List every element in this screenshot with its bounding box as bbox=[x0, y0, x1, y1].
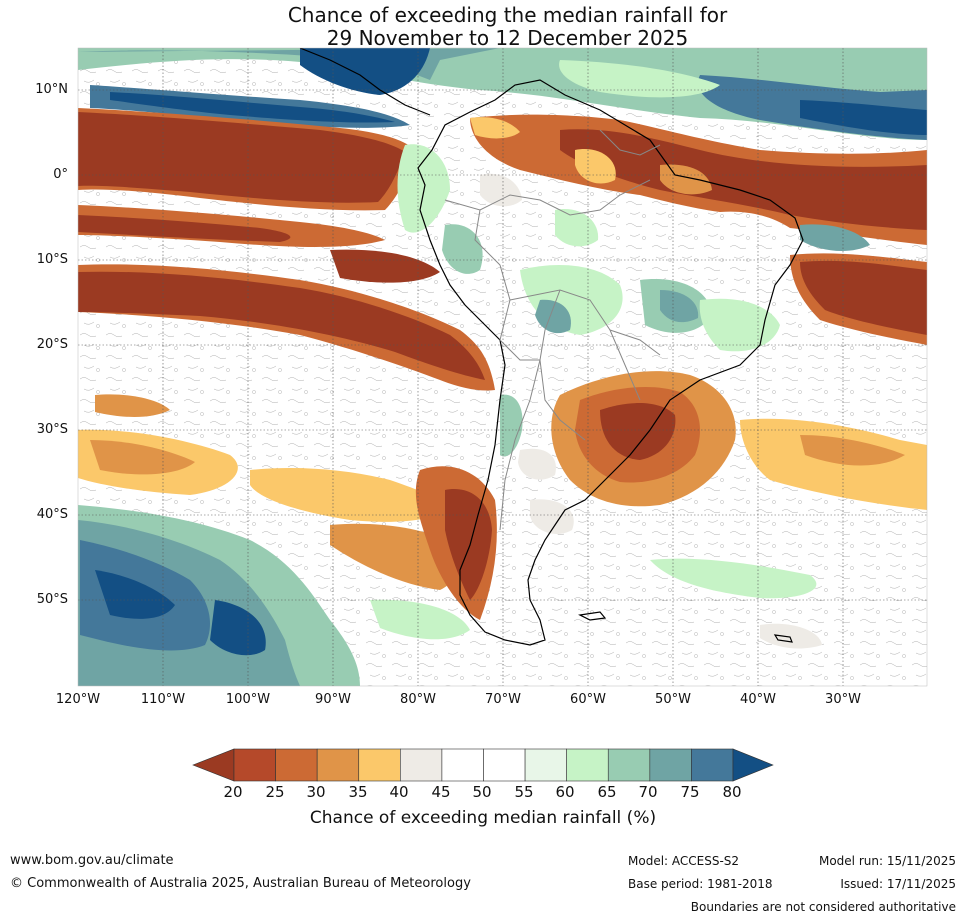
colorbar-segment bbox=[233, 748, 276, 782]
colorbar-segment bbox=[275, 748, 318, 782]
lat-label-10s: 10°S bbox=[36, 252, 68, 267]
colorbar-segment bbox=[649, 748, 692, 782]
colorbar-segment bbox=[691, 748, 734, 782]
issued-date: Issued: 17/11/2025 bbox=[840, 877, 956, 891]
lon-label-30w: 30°W bbox=[825, 692, 861, 707]
colorbar-tick: 70 bbox=[638, 783, 658, 801]
colorbar-low-extension bbox=[192, 748, 235, 782]
colorbar-high-extension bbox=[732, 748, 774, 782]
colorbar-tick: 20 bbox=[223, 783, 243, 801]
colorbar-segment bbox=[524, 748, 567, 782]
colorbar-segment bbox=[400, 748, 443, 782]
graticule bbox=[78, 48, 927, 686]
lat-label-40s: 40°S bbox=[36, 507, 68, 522]
country-borders bbox=[444, 129, 661, 531]
lon-label-100w: 100°W bbox=[225, 692, 271, 707]
lat-label-10n: 10°N bbox=[35, 82, 68, 97]
colorbar-tick: 25 bbox=[265, 783, 285, 801]
lon-label-40w: 40°W bbox=[740, 692, 776, 707]
colorbar-tick: 75 bbox=[680, 783, 700, 801]
colorbar-segment bbox=[316, 748, 360, 782]
lon-label-90w: 90°W bbox=[315, 692, 351, 707]
lon-label-60w: 60°W bbox=[570, 692, 606, 707]
base-period: Base period: 1981-2018 bbox=[628, 877, 773, 891]
title-line-1: Chance of exceeding the median rainfall … bbox=[287, 3, 728, 27]
lon-label-80w: 80°W bbox=[400, 692, 436, 707]
colorbar-tick: 50 bbox=[472, 783, 492, 801]
title-line-2: 29 November to 12 December 2025 bbox=[326, 26, 689, 50]
lon-label-50w: 50°W bbox=[655, 692, 691, 707]
colorbar-segment bbox=[358, 748, 401, 782]
colorbar-tick: 45 bbox=[431, 783, 451, 801]
copyright: © Commonwealth of Australia 2025, Austra… bbox=[10, 876, 471, 891]
lon-label-70w: 70°W bbox=[485, 692, 521, 707]
rainfall-field bbox=[78, 48, 927, 686]
colorbar-segment bbox=[483, 748, 526, 782]
lat-label-0: 0° bbox=[53, 167, 68, 182]
colorbar-label: Chance of exceeding median rainfall (%) bbox=[309, 808, 657, 828]
lat-label-30s: 30°S bbox=[36, 422, 68, 437]
coastline bbox=[299, 48, 804, 646]
model-run-date: Model run: 15/11/2025 bbox=[818, 854, 956, 868]
colorbar-tick: 80 bbox=[722, 783, 742, 801]
colorbar bbox=[192, 748, 774, 782]
colorbar-tick: 55 bbox=[514, 783, 534, 801]
colorbar-segment bbox=[607, 748, 651, 782]
colorbar-segment bbox=[566, 748, 609, 782]
colorbar-tick: 35 bbox=[348, 783, 368, 801]
lat-label-50s: 50°S bbox=[36, 592, 68, 607]
colorbar-tick: 30 bbox=[306, 783, 326, 801]
model-name: Model: ACCESS-S2 bbox=[628, 854, 740, 868]
lon-label-110w: 110°W bbox=[140, 692, 186, 707]
colorbar-tick: 60 bbox=[555, 783, 575, 801]
boundaries-disclaimer: Boundaries are not considered authoritat… bbox=[690, 900, 956, 914]
lon-label-120w: 120°W bbox=[55, 692, 101, 707]
colorbar-tick: 40 bbox=[389, 783, 409, 801]
colorbar-segment bbox=[441, 748, 484, 782]
website-link[interactable]: www.bom.gov.au/climate bbox=[10, 853, 174, 868]
colorbar-segments bbox=[233, 748, 734, 782]
lat-label-20s: 20°S bbox=[36, 337, 68, 352]
map-title: Chance of exceeding the median rainfall … bbox=[0, 4, 965, 50]
colorbar-tick: 65 bbox=[597, 783, 617, 801]
